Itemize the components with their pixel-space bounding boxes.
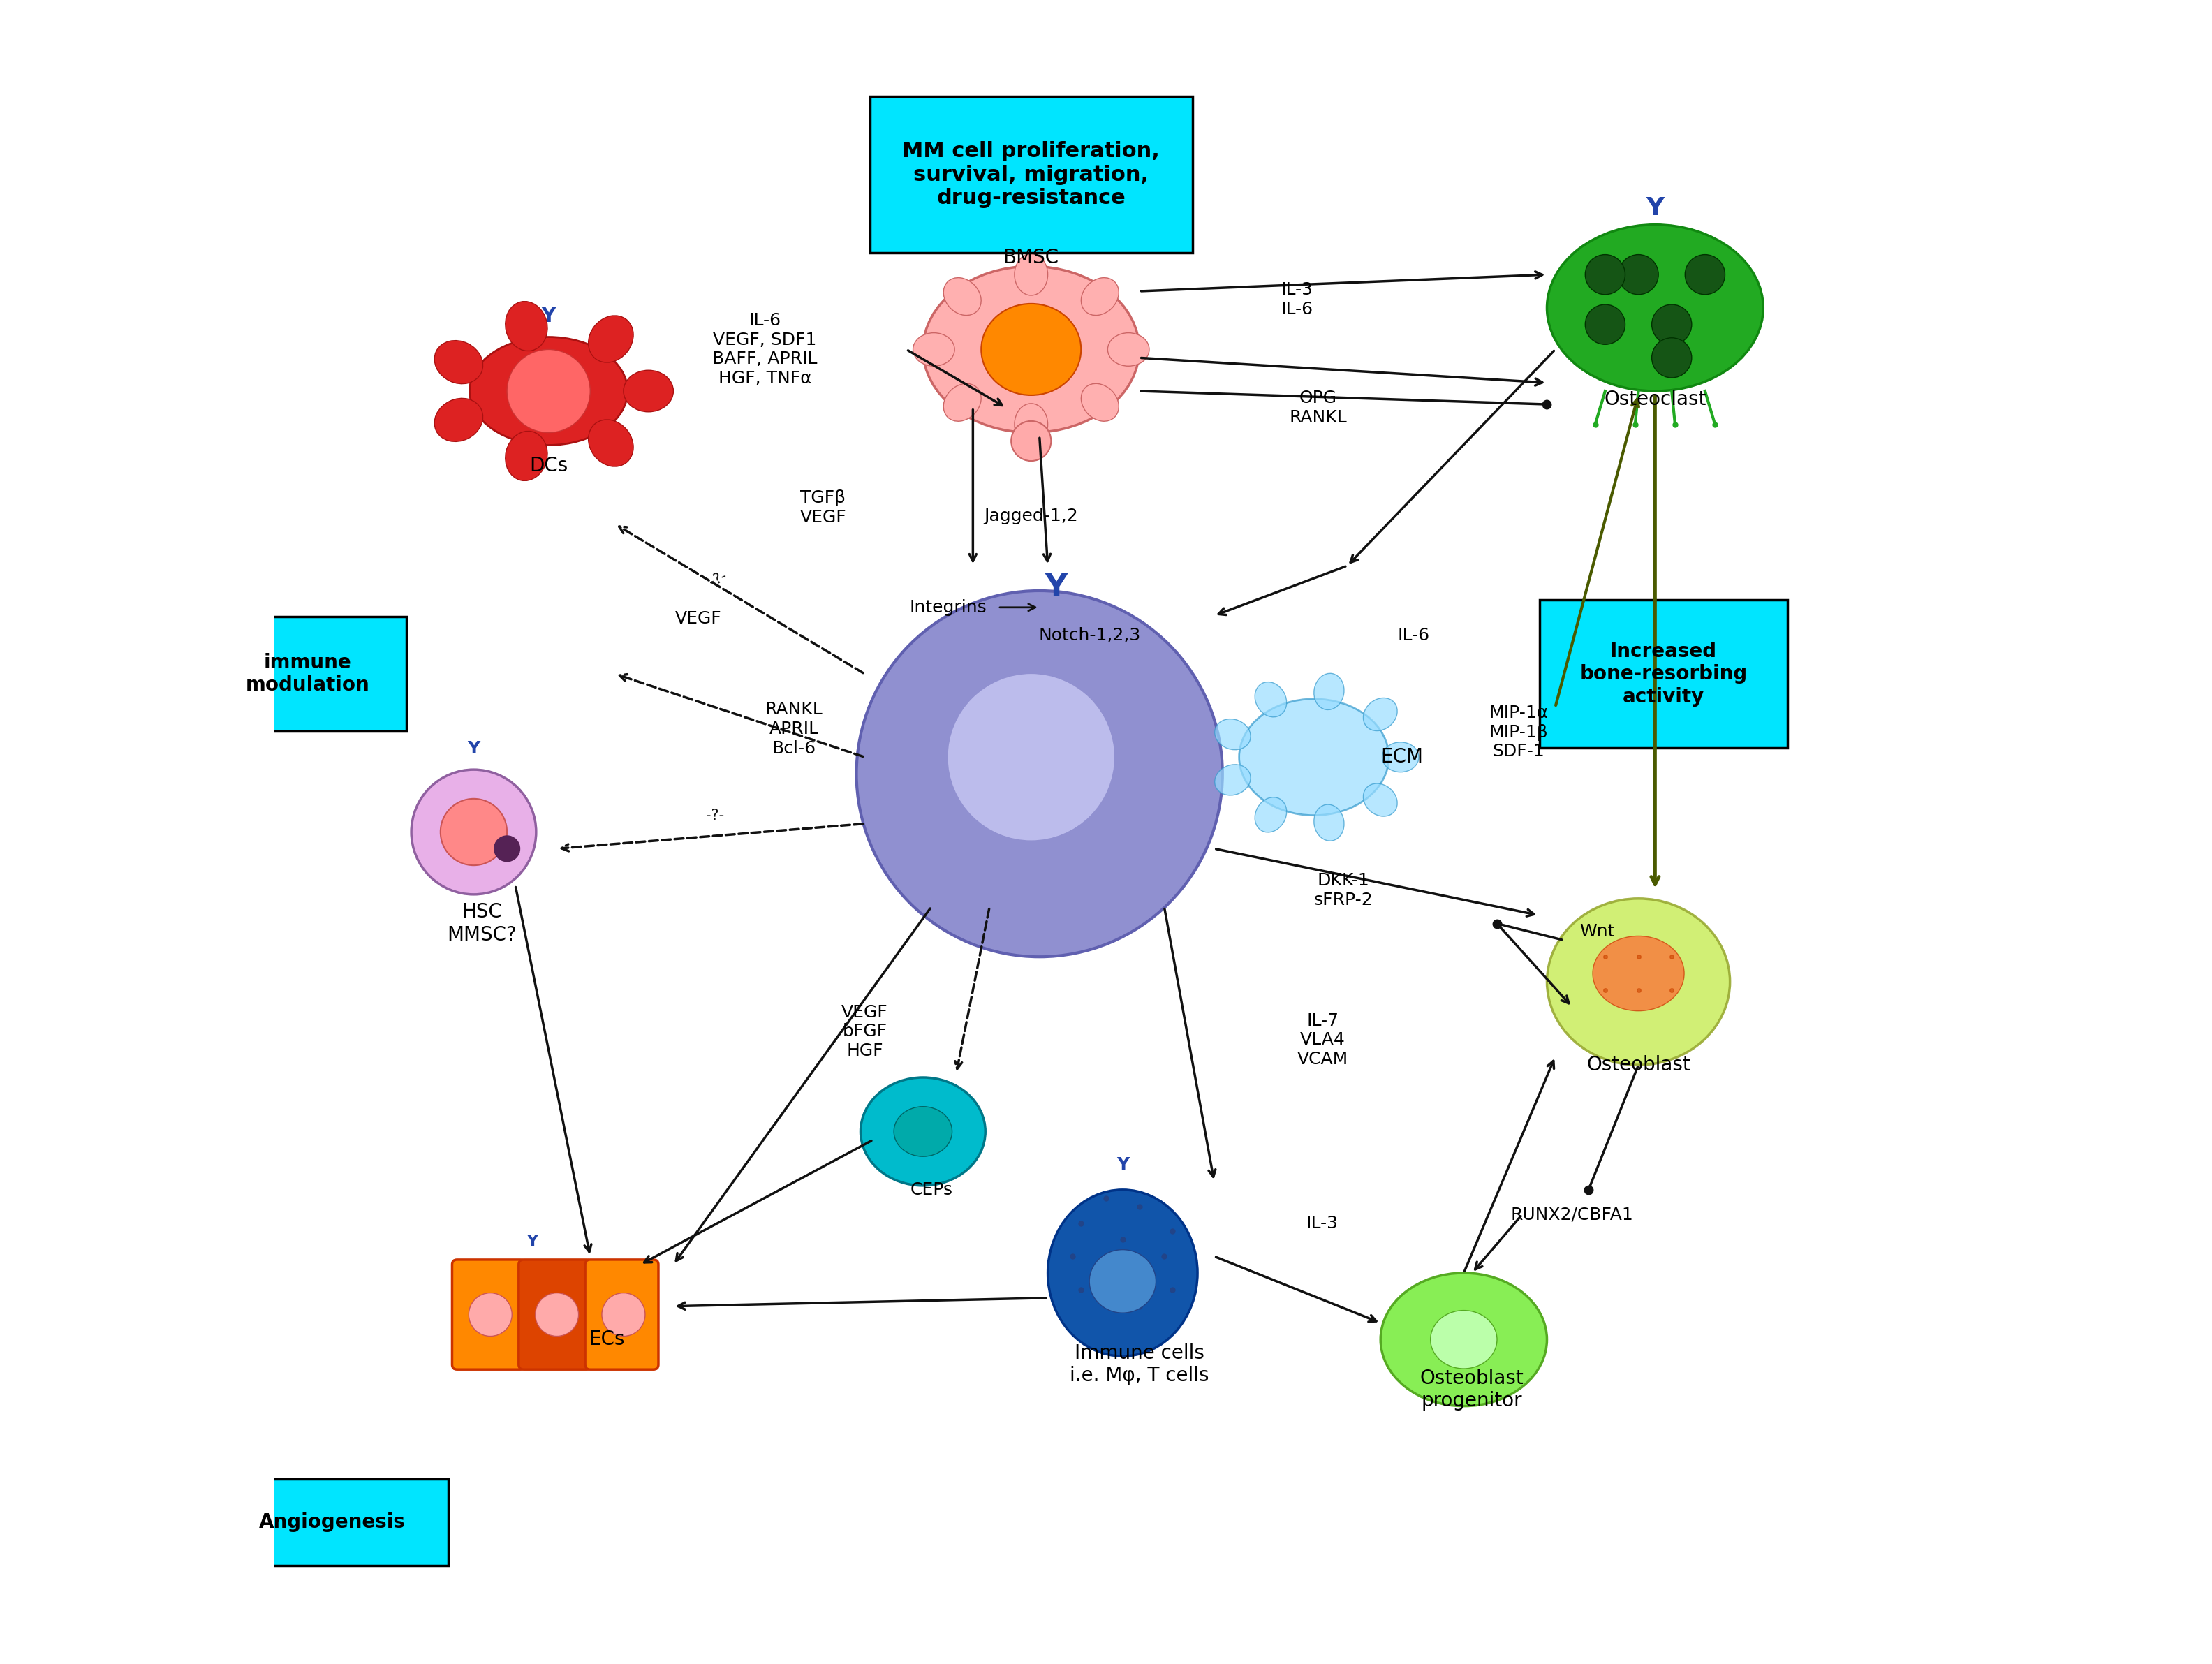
Text: Jagged-1,2: Jagged-1,2 <box>984 508 1077 524</box>
Circle shape <box>493 835 520 862</box>
FancyBboxPatch shape <box>869 97 1192 253</box>
Text: IL-3
IL-6: IL-3 IL-6 <box>1281 281 1314 318</box>
Text: Y: Y <box>526 1235 538 1248</box>
Text: IL-6
VEGF, SDF1
BAFF, APRIL
HGF, TNFα: IL-6 VEGF, SDF1 BAFF, APRIL HGF, TNFα <box>712 311 818 388</box>
Text: Osteoblast
progenitor: Osteoblast progenitor <box>1420 1368 1524 1411</box>
Ellipse shape <box>1214 764 1250 795</box>
Text: ECM: ECM <box>1380 747 1422 767</box>
Ellipse shape <box>1015 253 1048 296</box>
Ellipse shape <box>922 266 1139 433</box>
Ellipse shape <box>1593 935 1683 1010</box>
Ellipse shape <box>1254 797 1287 832</box>
Ellipse shape <box>1546 225 1763 391</box>
Ellipse shape <box>1214 719 1250 750</box>
Ellipse shape <box>1048 1190 1197 1356</box>
Text: IL-6: IL-6 <box>1398 627 1429 644</box>
Circle shape <box>535 1293 580 1336</box>
Text: -?-: -?- <box>708 569 730 589</box>
Text: Osteoclast: Osteoclast <box>1604 389 1705 409</box>
Circle shape <box>1586 305 1626 344</box>
FancyBboxPatch shape <box>586 1260 659 1369</box>
Ellipse shape <box>1363 784 1398 817</box>
Ellipse shape <box>588 316 633 363</box>
Text: ECs: ECs <box>588 1330 624 1350</box>
Text: MM cell proliferation,
survival, migration,
drug-resistance: MM cell proliferation, survival, migrati… <box>902 141 1159 208</box>
Text: IL-3: IL-3 <box>1307 1215 1338 1231</box>
Ellipse shape <box>914 333 956 366</box>
Text: HSC
MMSC?: HSC MMSC? <box>447 902 518 945</box>
Text: Y: Y <box>467 740 480 757</box>
Text: Y: Y <box>1044 572 1068 602</box>
Ellipse shape <box>1546 899 1730 1065</box>
Circle shape <box>1011 421 1051 461</box>
Text: Immune cells
i.e. Mφ, T cells: Immune cells i.e. Mφ, T cells <box>1071 1343 1210 1386</box>
Text: Osteoblast: Osteoblast <box>1586 1055 1690 1075</box>
Ellipse shape <box>434 398 482 441</box>
Ellipse shape <box>1314 674 1345 711</box>
Ellipse shape <box>434 341 482 384</box>
Text: DKK-1
sFRP-2: DKK-1 sFRP-2 <box>1314 872 1374 909</box>
Ellipse shape <box>945 384 982 421</box>
Ellipse shape <box>440 799 507 865</box>
Text: Wnt: Wnt <box>1579 924 1615 940</box>
Ellipse shape <box>588 419 633 466</box>
Text: Integrins: Integrins <box>909 599 987 616</box>
Ellipse shape <box>504 301 546 351</box>
Ellipse shape <box>411 769 535 895</box>
Circle shape <box>507 349 591 433</box>
Text: Y: Y <box>1646 196 1663 220</box>
Circle shape <box>1652 338 1692 378</box>
FancyBboxPatch shape <box>451 1260 524 1369</box>
Text: RANKL
APRIL
Bcl-6: RANKL APRIL Bcl-6 <box>765 701 823 757</box>
Circle shape <box>602 1293 646 1336</box>
Ellipse shape <box>856 591 1223 957</box>
Ellipse shape <box>1314 804 1345 840</box>
Circle shape <box>1686 255 1725 295</box>
Ellipse shape <box>945 278 982 314</box>
Text: DCs: DCs <box>529 456 568 476</box>
Circle shape <box>1619 255 1659 295</box>
Text: RUNX2/CBFA1: RUNX2/CBFA1 <box>1511 1206 1632 1223</box>
Text: Y: Y <box>542 306 555 326</box>
Text: immune
modulation: immune modulation <box>246 652 369 696</box>
Ellipse shape <box>982 303 1082 394</box>
Text: -?-: -?- <box>706 809 723 822</box>
Ellipse shape <box>1108 333 1150 366</box>
Ellipse shape <box>1082 384 1119 421</box>
Ellipse shape <box>1382 742 1418 772</box>
Text: Notch-1,2,3: Notch-1,2,3 <box>1037 627 1141 644</box>
Ellipse shape <box>1015 404 1048 444</box>
Ellipse shape <box>894 1107 951 1156</box>
FancyBboxPatch shape <box>217 1479 449 1566</box>
Ellipse shape <box>1431 1311 1498 1368</box>
FancyBboxPatch shape <box>208 617 407 732</box>
Text: VEGF: VEGF <box>675 611 721 627</box>
Text: IL-7
VLA4
VCAM: IL-7 VLA4 VCAM <box>1298 1012 1349 1068</box>
Ellipse shape <box>860 1078 984 1185</box>
Circle shape <box>1652 305 1692 344</box>
Circle shape <box>469 1293 511 1336</box>
Ellipse shape <box>949 674 1115 840</box>
Ellipse shape <box>1363 697 1398 730</box>
Ellipse shape <box>1380 1273 1546 1406</box>
Ellipse shape <box>1239 699 1389 815</box>
Circle shape <box>1586 255 1626 295</box>
Text: MIP-1α
MIP-1β
SDF-1: MIP-1α MIP-1β SDF-1 <box>1489 704 1548 760</box>
Text: TGFβ
VEGF: TGFβ VEGF <box>801 489 847 526</box>
Ellipse shape <box>504 431 546 481</box>
Ellipse shape <box>469 336 628 444</box>
Text: OPG
RANKL: OPG RANKL <box>1290 389 1347 426</box>
FancyBboxPatch shape <box>1540 601 1787 749</box>
Ellipse shape <box>1088 1250 1157 1313</box>
Text: VEGF
bFGF
HGF: VEGF bFGF HGF <box>841 1003 887 1060</box>
Text: BMSC: BMSC <box>1004 248 1060 268</box>
Text: Increased
bone-resorbing
activity: Increased bone-resorbing activity <box>1579 642 1747 706</box>
Ellipse shape <box>1254 682 1287 717</box>
Text: CEPs: CEPs <box>909 1181 953 1198</box>
Text: Angiogenesis: Angiogenesis <box>259 1513 405 1533</box>
Ellipse shape <box>1082 278 1119 314</box>
Text: Y: Y <box>1117 1156 1128 1173</box>
FancyBboxPatch shape <box>518 1260 593 1369</box>
Ellipse shape <box>624 371 672 411</box>
